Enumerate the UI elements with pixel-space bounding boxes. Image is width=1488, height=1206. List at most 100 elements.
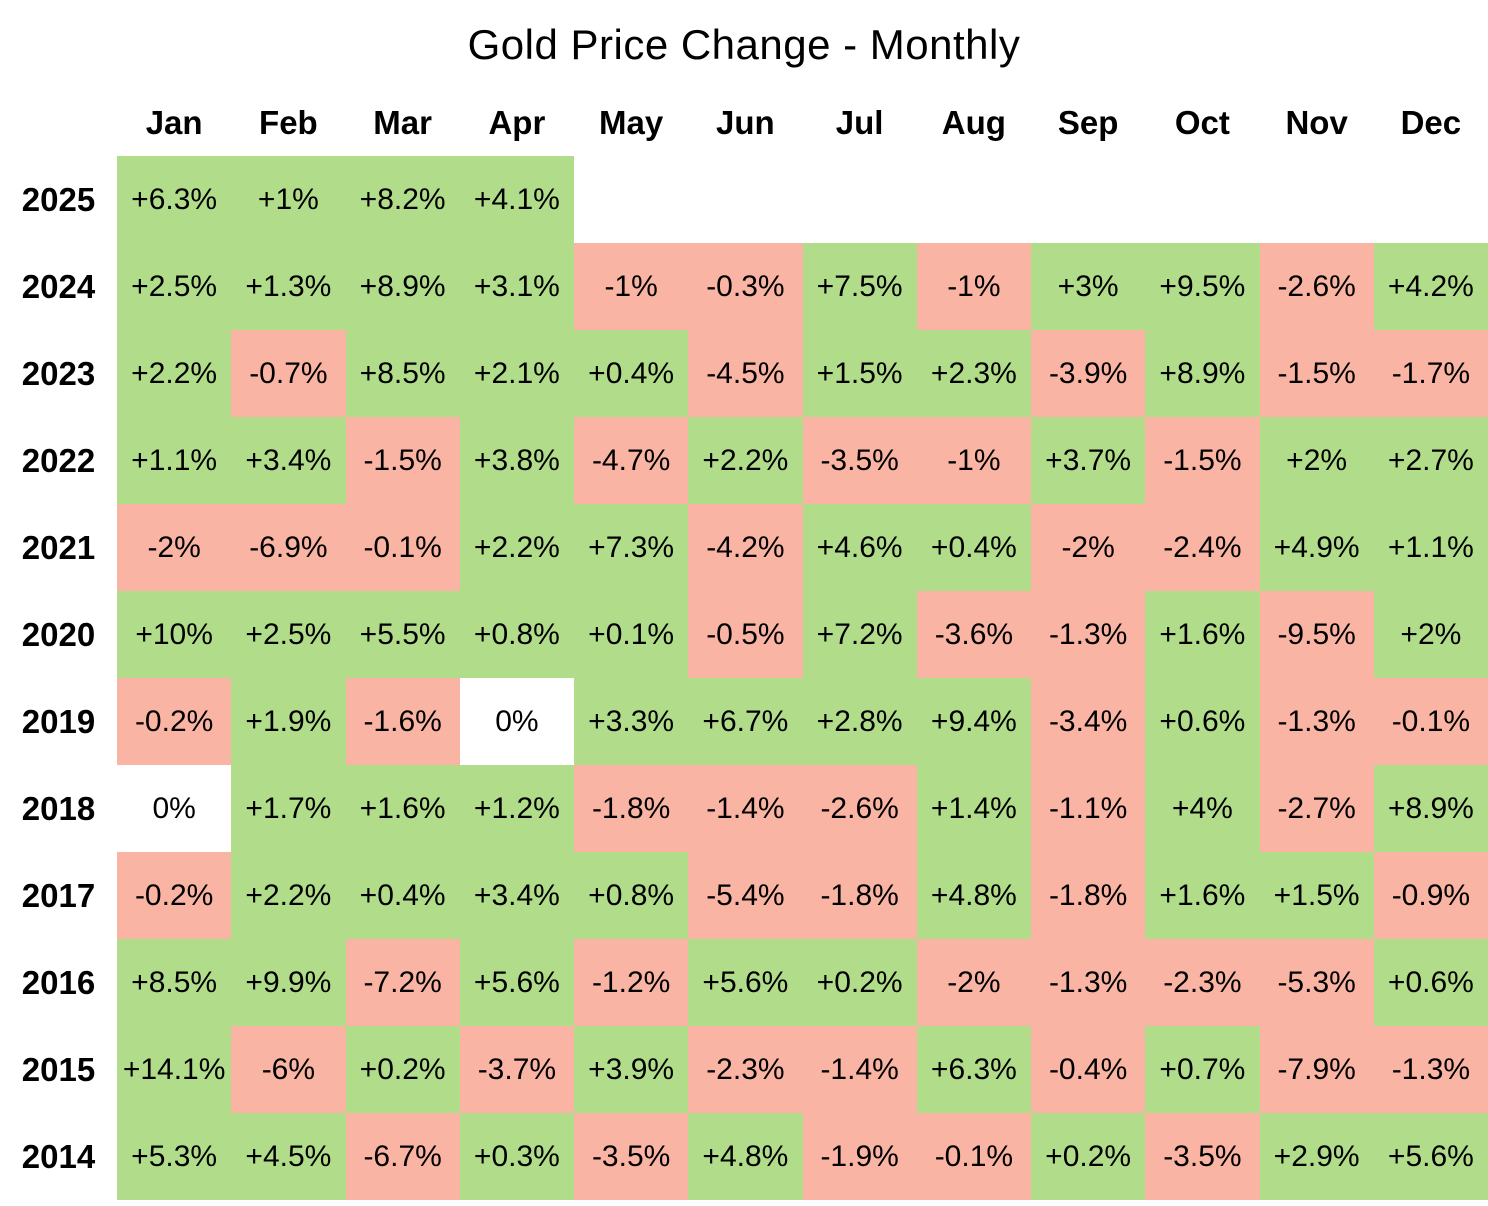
heatmap-cell: -1.5%	[1145, 417, 1260, 504]
heatmap-cell: +1.4%	[916, 765, 1031, 852]
heatmap-cell: +9.5%	[1145, 243, 1260, 330]
heatmap-cell: +8.9%	[345, 243, 460, 330]
heatmap-cell: +7.5%	[802, 243, 917, 330]
heatmap-cell: +3.3%	[574, 678, 689, 765]
heatmap-cell: -2.3%	[1145, 939, 1260, 1026]
heatmap-cell: +8.9%	[1373, 765, 1488, 852]
column-header-month: Aug	[941, 104, 1006, 141]
column-header-month: Oct	[1174, 104, 1230, 141]
heatmap-cell: 0%	[117, 765, 232, 852]
heatmap-cell: +2.2%	[459, 504, 574, 591]
heatmap-cell: +1.6%	[1145, 591, 1260, 678]
column-header-month: Jul	[835, 104, 884, 141]
table-row: 2025 +6.3% +1% +8.2% +4.1%	[0, 156, 1488, 243]
heatmap-cell: +5.5%	[345, 591, 460, 678]
heatmap-cell: +6.3%	[117, 156, 232, 243]
heatmap-cell: +2.5%	[231, 591, 346, 678]
heatmap-cell: +3%	[1031, 243, 1146, 330]
column-header-month: Jun	[716, 104, 775, 141]
heatmap-cell: -6.7%	[345, 1113, 460, 1200]
heatmap-cell: -1%	[916, 243, 1031, 330]
heatmap-cell: +2.3%	[916, 330, 1031, 417]
column-header-month: Feb	[259, 104, 318, 141]
heatmap-cell: +1%	[231, 156, 346, 243]
table-row: 2015 +14.1% -6% +0.2% -3.7% +3.9% -2.3% -1.4% +6…	[0, 1026, 1488, 1113]
heatmap-cell: -3.5%	[1145, 1113, 1260, 1200]
heatmap-cell	[1145, 156, 1260, 243]
heatmap-cell: -1.8%	[1031, 852, 1146, 939]
heatmap-cell: +2.8%	[802, 678, 917, 765]
column-header-row: Jan Feb Mar Apr May Jun Jul Aug Sep Oct Nov Dec	[0, 90, 1488, 156]
heatmap-cell: +1.1%	[117, 417, 232, 504]
row-label-year: 2025	[0, 156, 117, 243]
heatmap-cell: -1.8%	[574, 765, 689, 852]
heatmap-cell: -0.9%	[1373, 852, 1488, 939]
heatmap-cell	[1031, 156, 1146, 243]
heatmap-cell: +0.7%	[1145, 1026, 1260, 1113]
heatmap-cell: -9.5%	[1259, 591, 1374, 678]
heatmap-table: Jan Feb Mar Apr May Jun Jul Aug Sep Oct Nov Dec 202…	[0, 90, 1488, 1200]
column-header-month: Mar	[373, 104, 432, 141]
heatmap-cell: +2.5%	[117, 243, 232, 330]
heatmap-cell: -0.1%	[916, 1113, 1031, 1200]
heatmap-cell: +3.9%	[574, 1026, 689, 1113]
heatmap-cell: -0.2%	[117, 678, 232, 765]
heatmap-cell: +0.6%	[1373, 939, 1488, 1026]
heatmap-cell	[574, 156, 689, 243]
heatmap-cell: +0.6%	[1145, 678, 1260, 765]
heatmap-cell: -5.3%	[1259, 939, 1374, 1026]
heatmap-cell	[802, 156, 917, 243]
row-label-year: 2021	[0, 504, 117, 591]
heatmap-cell: -2.6%	[802, 765, 917, 852]
chart-title: Gold Price Change - Monthly	[467, 21, 1021, 68]
heatmap-cell	[1373, 156, 1488, 243]
heatmap-cell: -0.1%	[345, 504, 460, 591]
row-label-year: 2019	[0, 678, 117, 765]
column-header-month: Jan	[145, 104, 203, 141]
row-label-year: 2020	[0, 591, 117, 678]
column-header-month: May	[599, 104, 664, 141]
heatmap-cell: +2.2%	[688, 417, 803, 504]
heatmap-cell: 0%	[459, 678, 574, 765]
heatmap-cell: +3.1%	[459, 243, 574, 330]
heatmap-cell: +2.2%	[117, 330, 232, 417]
heatmap-cell: -1.3%	[1373, 1026, 1488, 1113]
heatmap-cell: +0.2%	[345, 1026, 460, 1113]
heatmap-cell: +8.5%	[345, 330, 460, 417]
column-header-month: Dec	[1400, 104, 1462, 141]
table-row: 2020 +10% +2.5% +5.5% +0.8% +0.1% -0.5% +7.2% -3…	[0, 591, 1488, 678]
heatmap-cell: +4.8%	[916, 852, 1031, 939]
heatmap-cell: +7.2%	[802, 591, 917, 678]
heatmap-cell: -1.4%	[688, 765, 803, 852]
heatmap-cell: -1.4%	[802, 1026, 917, 1113]
heatmap-cell: -0.7%	[231, 330, 346, 417]
heatmap-cell: -2.4%	[1145, 504, 1260, 591]
heatmap-cell: +0.2%	[802, 939, 917, 1026]
table-row: 2023 +2.2% -0.7% +8.5% +2.1% +0.4% -4.5% +1.5% +…	[0, 330, 1488, 417]
heatmap-cell: +2.7%	[1373, 417, 1488, 504]
column-header-month: Apr	[488, 104, 546, 141]
heatmap-cell: -7.9%	[1259, 1026, 1374, 1113]
heatmap-cell: -3.9%	[1031, 330, 1146, 417]
heatmap-cell	[1259, 156, 1374, 243]
corner-spacer	[0, 90, 117, 156]
heatmap-cell: +1.5%	[1259, 852, 1374, 939]
heatmap-cell: +9.4%	[916, 678, 1031, 765]
table-row: 2014 +5.3% +4.5% -6.7% +0.3% -3.5% +4.8% -1.9% -…	[0, 1113, 1488, 1200]
heatmap-cell: +2.1%	[459, 330, 574, 417]
heatmap-cell	[688, 156, 803, 243]
row-label-year: 2018	[0, 765, 117, 852]
heatmap-cell: -2.7%	[1259, 765, 1374, 852]
heatmap-cell: -6%	[231, 1026, 346, 1113]
table-row: 2019 -0.2% +1.9% -1.6% 0% +3.3% +6.7% +2.8% +9.4…	[0, 678, 1488, 765]
row-label-year: 2014	[0, 1113, 117, 1200]
heatmap-cell: +4.5%	[231, 1113, 346, 1200]
heatmap-cell: +4.9%	[1259, 504, 1374, 591]
heatmap-cell: +5.6%	[688, 939, 803, 1026]
heatmap-cell: +3.8%	[459, 417, 574, 504]
heatmap-cell: +3.4%	[459, 852, 574, 939]
heatmap-cell: -1%	[574, 243, 689, 330]
heatmap-cell: +0.8%	[459, 591, 574, 678]
heatmap-cell: -0.3%	[688, 243, 803, 330]
heatmap-cell: +2.9%	[1259, 1113, 1374, 1200]
